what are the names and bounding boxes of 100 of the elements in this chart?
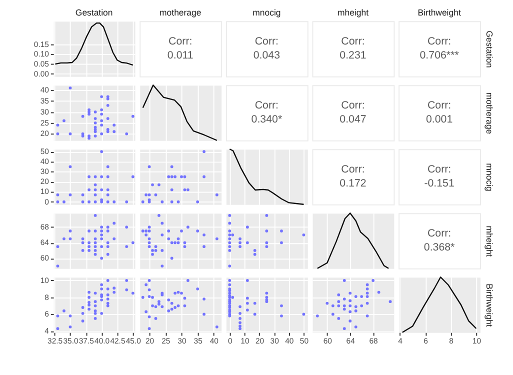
point [253,312,256,316]
text: Corr: [427,164,452,176]
x-tick-label: 30 [178,336,186,346]
point [112,286,116,290]
point [148,237,151,240]
point [112,200,116,204]
point [106,241,110,244]
point [366,295,369,298]
text: 0.706*** [420,50,459,62]
point [238,241,242,244]
x-tick-label: 25 [162,336,170,346]
point [88,304,91,306]
point [94,312,97,315]
point [148,245,151,248]
point [246,241,249,244]
x-tick-label: 42.5 [110,336,126,346]
point [106,252,110,256]
point [88,249,91,252]
point [56,314,60,318]
point [154,193,158,196]
x-tick-label: 8 [449,336,454,346]
x-tick-label: 40 [210,336,218,346]
point [228,214,232,217]
point [158,300,160,304]
point [106,130,110,134]
x-tick-label: 0 [228,336,232,346]
text: Corr: [341,164,365,176]
text: mheight [484,226,494,258]
point [196,287,200,290]
y-tick-label: 50 [40,147,49,156]
y-tick-label: 35 [40,96,49,106]
x-tick-label: 40.0 [94,336,110,346]
point [148,193,151,196]
point [141,296,144,299]
point [160,305,164,308]
point [106,104,110,107]
y-tick-label: 0.05 [34,59,49,68]
x-tick-label: 35.0 [63,336,78,346]
text: Corr: [254,36,279,48]
point [100,226,104,229]
point [238,317,242,320]
point [56,132,60,136]
point [100,233,104,236]
point [94,292,97,295]
point [106,117,110,120]
point [186,226,190,229]
point [148,295,151,298]
point [246,302,249,305]
point [348,320,352,322]
point [176,200,180,204]
point [366,314,369,318]
x-tick-label: 40 [285,336,294,346]
y-tick-label: 68 [40,222,49,232]
point [88,300,91,304]
point [372,279,375,282]
point [106,245,110,248]
y-tick-label: 30 [40,107,49,116]
x-tick-label: 64 [346,336,356,346]
point [68,193,72,196]
point [131,114,134,118]
point [106,165,110,168]
point [302,233,306,236]
point [215,237,218,240]
y-tick-label: 4 [44,326,50,336]
point [100,188,104,192]
point [331,312,334,316]
point [112,130,116,134]
point [125,200,128,204]
text: mheight [337,7,370,18]
point [100,124,104,127]
point [228,233,232,236]
point [228,279,232,282]
text: 0.011 [167,50,194,62]
point [100,108,104,112]
point [144,193,148,196]
y-tick-label: 10 [40,187,49,196]
point [148,315,151,318]
text: Corr: [168,36,192,48]
text: 0.368* [424,242,455,254]
point [228,283,232,286]
point [88,136,91,140]
point [265,292,268,295]
point [366,283,369,286]
point [68,237,72,240]
y-tick-label: 0.10 [34,50,49,59]
point [94,304,97,308]
point [144,233,148,236]
point [100,237,104,240]
point [366,292,369,295]
point [342,279,346,282]
point [94,193,97,196]
point [56,124,60,127]
point [238,324,242,328]
text: 0.001 [426,114,453,126]
point [112,124,116,127]
point [94,121,97,124]
point [265,296,268,299]
point [94,183,97,186]
text: 0.231 [340,50,366,62]
point [337,317,340,320]
